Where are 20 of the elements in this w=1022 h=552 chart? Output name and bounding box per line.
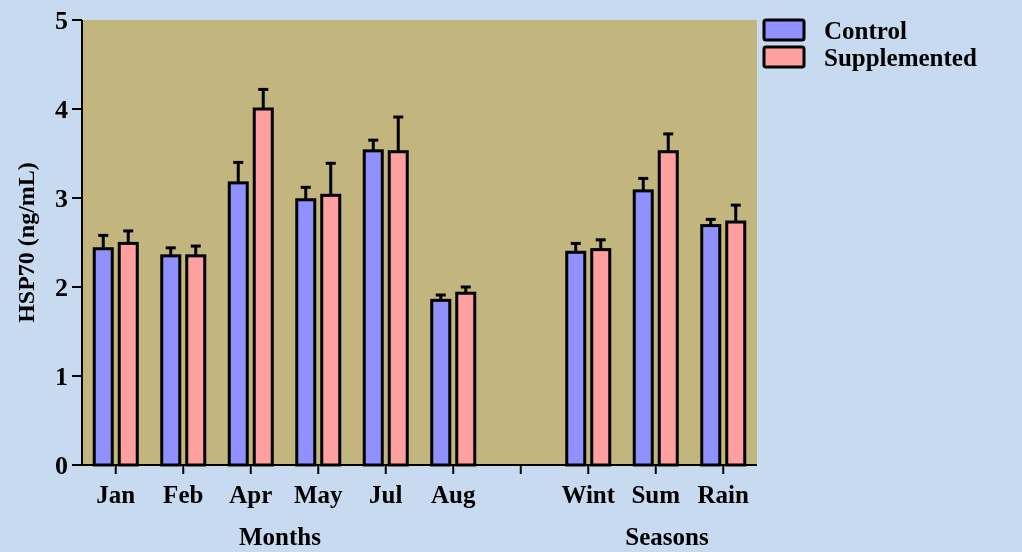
x-tick-label: Feb: [163, 481, 204, 508]
x-tick-label: Rain: [697, 481, 750, 508]
x-tick-label: May: [293, 481, 344, 508]
legend-label: Control: [824, 16, 907, 44]
y-tick-label: 5: [55, 6, 68, 36]
x-tick-label: Aug: [431, 481, 476, 508]
y-tick-label: 0: [55, 451, 68, 481]
y-tick-label: 2: [55, 273, 68, 303]
text: Months: [239, 523, 322, 550]
x-tick-label: Jul: [369, 481, 403, 508]
x-tick-label: Jan: [96, 481, 136, 508]
x-tick-label: Wint: [561, 481, 616, 508]
y-tick-label: 3: [55, 184, 68, 214]
text: Seasons: [625, 523, 709, 550]
legend-label: Supplemented: [824, 43, 977, 71]
x-tick-label: Apr: [229, 481, 273, 508]
y-tick-label: 4: [55, 95, 68, 125]
x-tick-label: Sum: [631, 481, 681, 508]
y-axis-title: HSP70 (ng/mL): [13, 162, 39, 323]
y-tick-label: 1: [55, 362, 68, 392]
